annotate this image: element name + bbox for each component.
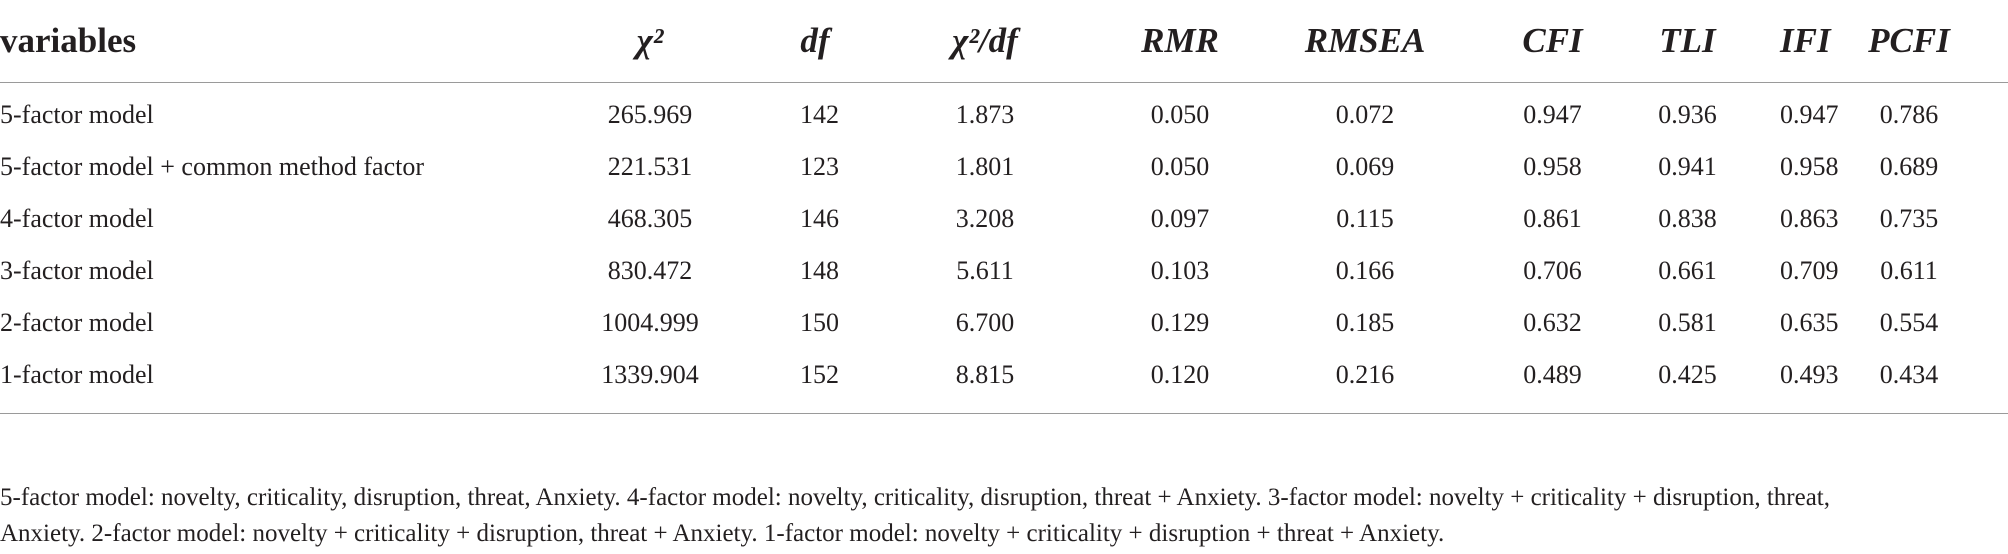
- cell-chi-square: 1339.904: [601, 360, 699, 389]
- row-label: 5-factor model: [0, 100, 154, 129]
- table-row: 5-factor model + common method factor 22…: [0, 141, 2008, 193]
- cell-df: 123: [800, 152, 839, 181]
- row-label: 2-factor model: [0, 308, 154, 337]
- cell-tli: 0.581: [1658, 308, 1717, 337]
- cell-rmr: 0.097: [1150, 204, 1210, 233]
- cell-tli: 0.936: [1658, 100, 1717, 129]
- cell-tli: 0.661: [1658, 256, 1717, 285]
- cell-chi-square: 468.305: [607, 204, 693, 233]
- cell-chi-square: 221.531: [607, 152, 693, 181]
- cell-df: 142: [800, 100, 839, 129]
- column-header-tli: TLI: [1595, 0, 1780, 83]
- cell-cfi: 0.861: [1523, 204, 1582, 233]
- row-label: 4-factor model: [0, 204, 154, 233]
- cell-ifi: 0.958: [1780, 152, 1839, 181]
- row-label: 5-factor model + common method factor: [0, 152, 425, 181]
- table-row: 3-factor model 830.472 148 5.611 0.103 0…: [0, 245, 2008, 297]
- cell-ifi: 0.493: [1780, 360, 1839, 389]
- cell-pcfi: 0.735: [1879, 204, 1939, 233]
- row-label: 3-factor model: [0, 256, 154, 285]
- cell-df: 146: [800, 204, 839, 233]
- column-header-chi-square-df: χ²/df: [830, 0, 1140, 83]
- cell-rmsea: 0.115: [1336, 204, 1394, 233]
- row-label: 1-factor model: [0, 360, 154, 389]
- table-row: 5-factor model 265.969 142 1.873 0.050 0…: [0, 83, 2008, 142]
- table-footnote: 5-factor model: novelty, criticality, di…: [0, 480, 2000, 552]
- cell-cfi: 0.947: [1523, 100, 1582, 129]
- column-header-rmsea: RMSEA: [1220, 0, 1510, 83]
- cell-pcfi: 0.611: [1880, 256, 1938, 285]
- cell-df: 148: [800, 256, 839, 285]
- cell-rmr: 0.050: [1150, 100, 1210, 129]
- cell-pcfi: 0.689: [1879, 152, 1939, 181]
- table-header-row: variables χ² df χ²/df RMR RMSEA CFI TLI …: [0, 0, 2008, 83]
- cell-chi-square: 265.969: [607, 100, 693, 129]
- footnote-line-2: Anxiety. 2-factor model: novelty + criti…: [0, 520, 1445, 547]
- cell-tli: 0.838: [1658, 204, 1717, 233]
- table-bottom-rule: [0, 413, 2008, 414]
- cell-ifi: 0.947: [1780, 100, 1839, 129]
- cell-tli: 0.425: [1658, 360, 1717, 389]
- cell-rmr: 0.120: [1150, 360, 1210, 389]
- cell-rmsea: 0.216: [1335, 360, 1395, 389]
- cell-cfi: 0.632: [1523, 308, 1582, 337]
- cell-ifi: 0.863: [1780, 204, 1839, 233]
- cell-chi-square-df: 5.611: [956, 256, 1014, 285]
- cell-pcfi: 0.786: [1879, 100, 1939, 129]
- cell-chi-square-df: 6.700: [955, 308, 1015, 337]
- column-header-ifi: IFI: [1780, 0, 1831, 83]
- column-header-pcfi: PCFI: [1810, 0, 2008, 83]
- column-header-chi-square: χ²: [500, 0, 800, 83]
- cell-chi-square: 1004.999: [601, 308, 699, 337]
- cell-chi-square-df: 3.208: [955, 204, 1015, 233]
- cell-cfi: 0.489: [1523, 360, 1582, 389]
- cell-rmr: 0.129: [1150, 308, 1210, 337]
- cell-chi-square: 830.472: [607, 256, 693, 285]
- column-header-df: df: [800, 0, 830, 83]
- table-row: 4-factor model 468.305 146 3.208 0.097 0…: [0, 193, 2008, 245]
- cell-df: 150: [800, 308, 839, 337]
- cell-rmsea: 0.069: [1335, 152, 1395, 181]
- column-header-variables: variables: [0, 0, 500, 83]
- cell-cfi: 0.958: [1523, 152, 1582, 181]
- table-row: 1-factor model 1339.904 152 8.815 0.120 …: [0, 349, 2008, 411]
- cell-rmsea: 0.072: [1335, 100, 1395, 129]
- cell-ifi: 0.709: [1780, 256, 1839, 285]
- cell-rmsea: 0.166: [1335, 256, 1395, 285]
- cell-chi-square-df: 1.801: [955, 152, 1015, 181]
- cell-pcfi: 0.434: [1879, 360, 1939, 389]
- cell-rmr: 0.050: [1150, 152, 1210, 181]
- fit-indices-table-container: variables χ² df χ²/df RMR RMSEA CFI TLI …: [0, 0, 2008, 411]
- cell-pcfi: 0.554: [1879, 308, 1939, 337]
- cell-cfi: 0.706: [1523, 256, 1582, 285]
- cell-df: 152: [800, 360, 839, 389]
- cell-rmr: 0.103: [1150, 256, 1210, 285]
- fit-indices-table: variables χ² df χ²/df RMR RMSEA CFI TLI …: [0, 0, 2008, 411]
- table-row: 2-factor model 1004.999 150 6.700 0.129 …: [0, 297, 2008, 349]
- footnote-line-1: 5-factor model: novelty, criticality, di…: [0, 484, 1831, 511]
- cell-ifi: 0.635: [1780, 308, 1839, 337]
- cell-tli: 0.941: [1658, 152, 1717, 181]
- cell-chi-square-df: 1.873: [955, 100, 1015, 129]
- column-header-cfi: CFI: [1510, 0, 1595, 83]
- cell-chi-square-df: 8.815: [955, 360, 1015, 389]
- column-header-rmr: RMR: [1140, 0, 1220, 83]
- cell-rmsea: 0.185: [1335, 308, 1395, 337]
